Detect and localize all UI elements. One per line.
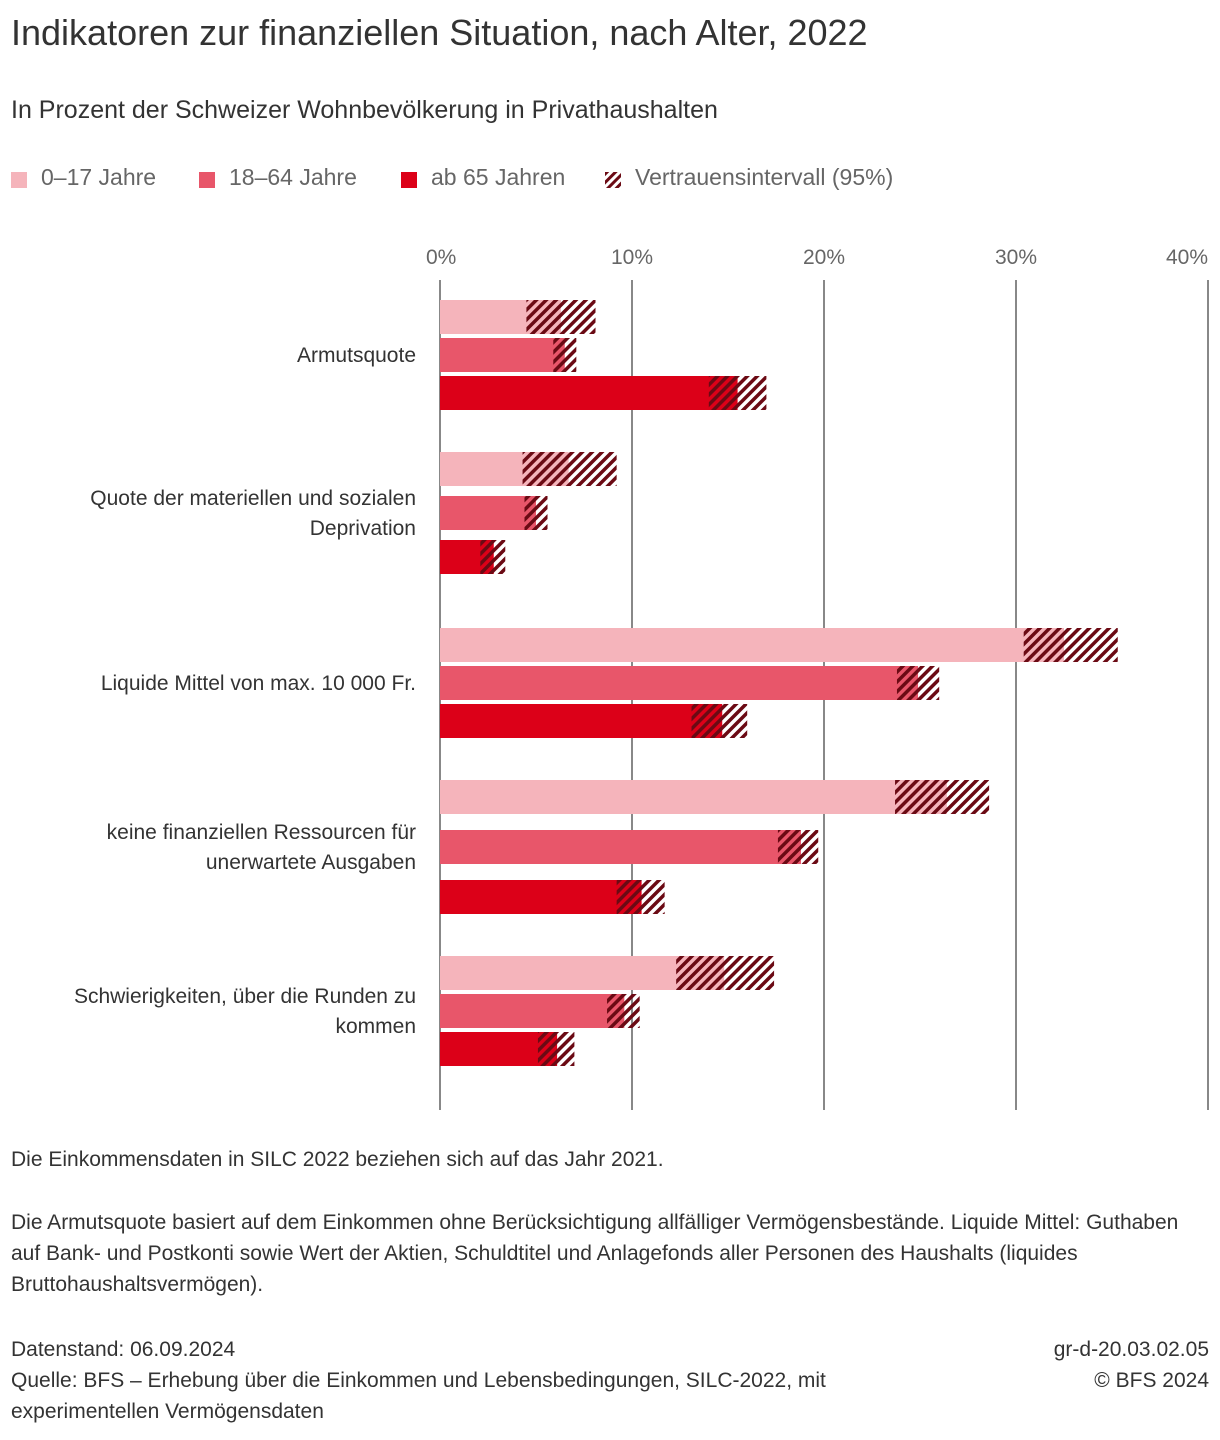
ci-band-4-0 <box>676 956 775 990</box>
bar-3-0 <box>440 780 947 814</box>
note-definitions: Die Armutsquote basiert auf dem Einkomme… <box>11 1211 1179 1296</box>
legend-label-18-64: 18–64 Jahre <box>229 164 357 190</box>
legend-swatch-confidence-interval <box>605 172 621 188</box>
graphic-code: gr-d-20.03.02.05 <box>1053 1338 1209 1361</box>
bar-1-1 <box>440 496 536 530</box>
x-tick-label: 0% <box>426 246 456 269</box>
legend-label-65-plus: ab 65 Jahren <box>431 164 566 190</box>
x-axis-ticks: 0% 10% 20% 30% 40% <box>426 246 1208 269</box>
ci-band-2-2 <box>691 704 748 738</box>
category-label-1: Quote der materiellen und sozialen Depriv… <box>90 487 416 540</box>
x-tick-label: 30% <box>995 246 1037 269</box>
ci-band-3-1 <box>777 830 819 864</box>
bar-2-1 <box>440 666 919 700</box>
bar-0-2 <box>440 376 738 410</box>
note-income-year: Die Einkommensdaten in SILC 2022 beziehe… <box>11 1148 664 1171</box>
copyright: © BFS 2024 <box>1094 1369 1209 1392</box>
legend-swatch-65-plus <box>401 172 417 188</box>
ci-band-1-1 <box>524 496 548 530</box>
bar-4-1 <box>440 994 625 1028</box>
legend-swatch-0-17 <box>11 172 27 188</box>
ci-band-4-2 <box>537 1032 575 1066</box>
ci-band-4-1 <box>607 994 640 1028</box>
legend-swatch-18-64 <box>199 172 215 188</box>
ci-band-2-1 <box>896 666 940 700</box>
ci-band-3-2 <box>616 880 665 914</box>
bar-chart: 0% 10% 20% 30% 40% Armutsquote Quote der mate… <box>74 246 1209 1110</box>
category-label-0: Armutsquote <box>297 344 416 367</box>
category-label-3: keine finanziellen Ressourcen für unerwar… <box>107 821 416 874</box>
ci-band-0-2 <box>708 376 767 410</box>
category-label-2: Liquide Mittel von max. 10 000 Fr. <box>101 672 416 695</box>
footer-right: gr-d-20.03.02.05 © BFS 2024 <box>1054 1334 1209 1396</box>
legend-label-confidence-interval: Vertrauensintervall (95%) <box>635 164 894 190</box>
footer-left: Datenstand: 06.09.2024 Quelle: BFS – Erh… <box>11 1334 831 1427</box>
ci-band-2-0 <box>1023 628 1118 662</box>
data-source: Quelle: BFS – Erhebung über die Einkomme… <box>11 1369 826 1423</box>
x-tick-label: 20% <box>803 246 845 269</box>
bar-2-2 <box>440 704 723 738</box>
bar-4-2 <box>440 1032 558 1066</box>
bar-0-1 <box>440 338 565 372</box>
bars <box>440 300 1118 1066</box>
bar-2-0 <box>440 628 1064 662</box>
x-tick-label: 10% <box>611 246 653 269</box>
ci-band-0-1 <box>553 338 577 372</box>
category-label-4: Schwierigkeiten, über die Runden zu komme… <box>74 985 416 1038</box>
chart-subtitle: In Prozent der Schweizer Wohnbevölkerung… <box>11 96 718 124</box>
ci-band-1-0 <box>522 452 617 486</box>
bar-3-1 <box>440 830 801 864</box>
category-labels: Armutsquote Quote der materiellen und soz… <box>74 344 416 1038</box>
data-date: Datenstand: 06.09.2024 <box>11 1338 236 1361</box>
bar-3-2 <box>440 880 642 914</box>
legend-label-0-17: 0–17 Jahre <box>41 164 157 190</box>
ci-band-1-2 <box>480 540 506 574</box>
x-tick-label: 40% <box>1166 246 1208 269</box>
chart-title: Indikatoren zur finanziellen Situation, … <box>11 12 868 53</box>
ci-band-0-0 <box>526 300 596 334</box>
ci-band-3-0 <box>895 780 990 814</box>
